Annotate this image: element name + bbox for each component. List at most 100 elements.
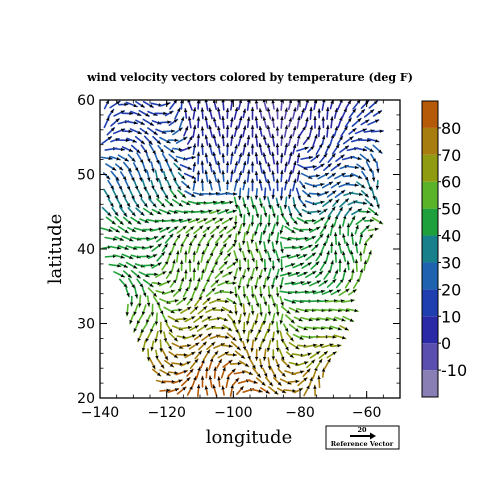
wind-vector (109, 155, 121, 161)
wind-vector (301, 352, 312, 357)
wind-vector (187, 135, 193, 145)
wind-vector (342, 267, 347, 281)
wind-vector (314, 343, 325, 349)
wind-vector (352, 100, 361, 110)
colorbar-frame (421, 100, 439, 398)
wind-vector (342, 315, 355, 323)
wind-vector (110, 118, 120, 127)
wind-vector (142, 207, 154, 216)
wind-vector (292, 245, 304, 250)
wind-vector (188, 218, 201, 224)
wind-vector (230, 341, 241, 351)
wind-vector (326, 190, 337, 198)
wind-vector (184, 351, 196, 359)
wind-vector (141, 178, 147, 192)
wind-vector (326, 278, 337, 288)
wind-vector (185, 225, 195, 234)
wind-vector (180, 361, 191, 367)
wind-vector (222, 271, 233, 278)
wind-vector (292, 333, 304, 341)
wind-vector (288, 342, 300, 350)
wind-vector (333, 269, 339, 280)
wind-vector (339, 198, 350, 208)
wind-vector (354, 147, 368, 152)
wind-vector (225, 124, 230, 138)
wind-vector (296, 307, 309, 313)
wind-vector (141, 287, 147, 298)
wind-vector (252, 367, 262, 378)
wind-vector (200, 268, 205, 280)
wind-vector (354, 128, 367, 135)
wind-vector (104, 236, 118, 241)
wind-vector (161, 243, 169, 252)
wind-vector (267, 214, 271, 227)
wind-vector (310, 154, 320, 162)
wind-vector (279, 152, 284, 164)
colorbar-segment (422, 289, 438, 317)
wind-vector (275, 321, 280, 335)
wind-vector (193, 333, 203, 341)
wind-vector (151, 368, 162, 377)
wind-vector (323, 163, 332, 172)
wind-vector (246, 295, 251, 307)
wind-vector (200, 126, 205, 137)
wind-vector (254, 170, 259, 182)
wind-vector (262, 367, 268, 378)
wind-vector (346, 260, 351, 271)
wind-vector (117, 154, 129, 162)
wind-vector (266, 339, 272, 353)
wind-vector (227, 313, 237, 325)
wind-vector (179, 100, 184, 110)
wind-vector (327, 153, 336, 164)
wind-vector (271, 116, 275, 129)
wind-vector (217, 299, 230, 304)
wind-vector (141, 304, 147, 316)
wind-vector (284, 107, 288, 120)
wind-vector (238, 360, 250, 368)
wind-vector (348, 108, 357, 119)
wind-vector (172, 379, 183, 384)
wind-vector (323, 358, 332, 370)
wind-vector (125, 287, 130, 298)
y-axis-label: latitude (45, 214, 66, 284)
wind-vector (147, 127, 158, 136)
wind-vector (247, 379, 258, 384)
wind-vector (217, 335, 230, 339)
wind-vector (159, 102, 171, 107)
wind-vector (208, 357, 214, 371)
wind-vector (275, 178, 280, 192)
wind-vector (108, 263, 122, 268)
wind-vector (333, 250, 338, 263)
wind-vector (275, 286, 280, 298)
wind-vector (216, 160, 222, 174)
wind-vector (149, 357, 156, 370)
wind-vector (294, 206, 303, 218)
wind-vector (109, 100, 121, 109)
wind-vector (232, 377, 240, 386)
wind-vector (257, 321, 264, 335)
wind-vector (127, 153, 136, 163)
x-tick-label: −140 (81, 405, 119, 421)
wind-vector (204, 169, 209, 183)
wind-vector (321, 116, 326, 129)
wind-vector (139, 127, 149, 135)
wind-vector (238, 170, 243, 182)
wind-vector (284, 314, 296, 324)
wind-vector (169, 278, 177, 288)
wind-vector (161, 348, 169, 361)
wind-vector (189, 358, 199, 370)
wind-vector (241, 232, 246, 246)
wind-vector (196, 384, 201, 398)
wind-vector (292, 143, 297, 155)
wind-vector (250, 143, 255, 155)
wind-vector (365, 161, 373, 173)
wind-vector (192, 178, 197, 192)
wind-vector (221, 134, 225, 147)
wind-vector (206, 341, 216, 351)
wind-vector (266, 196, 272, 210)
wind-vector (126, 137, 137, 143)
wind-vector (180, 376, 191, 387)
y-tick-label: 20 (77, 391, 95, 407)
wind-vector (158, 120, 172, 124)
